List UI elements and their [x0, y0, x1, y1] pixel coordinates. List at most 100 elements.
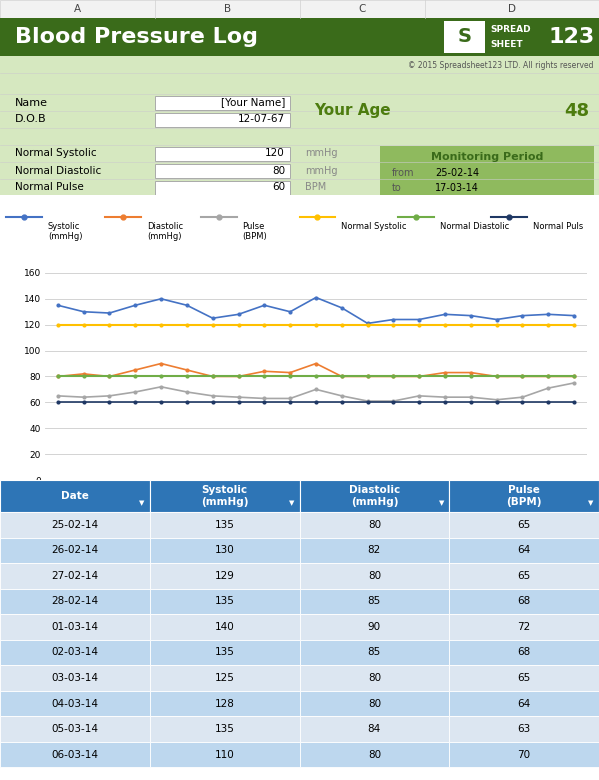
Text: 01-03-14: 01-03-14	[52, 622, 98, 632]
Text: 17-03-14: 17-03-14	[435, 183, 479, 193]
Text: 26-02-14: 26-02-14	[52, 545, 98, 555]
Text: 123: 123	[549, 27, 595, 47]
Bar	[0, 665, 150, 691]
Text: 64: 64	[518, 545, 531, 555]
Text: SPREAD: SPREAD	[491, 26, 531, 34]
Text: Date: Date	[61, 491, 89, 501]
Text: 64: 64	[518, 699, 531, 708]
Bar	[155, 180, 290, 194]
Text: 63: 63	[518, 724, 531, 734]
Text: SHEET: SHEET	[491, 40, 523, 48]
Bar	[300, 665, 449, 691]
Bar	[300, 691, 449, 716]
Text: 135: 135	[214, 519, 235, 530]
Text: 128: 128	[214, 699, 235, 708]
Text: 65: 65	[518, 571, 531, 581]
Bar	[155, 112, 290, 126]
Bar	[0, 614, 150, 640]
Bar	[0, 716, 150, 742]
Text: ▼: ▼	[588, 500, 594, 506]
Bar	[150, 640, 300, 665]
Text: D.O.B: D.O.B	[15, 115, 47, 125]
Text: Normal Systolic: Normal Systolic	[15, 148, 96, 158]
Bar	[0, 640, 150, 665]
Bar	[0, 691, 150, 716]
Text: 80: 80	[272, 165, 285, 176]
Text: 12-07-67: 12-07-67	[238, 115, 285, 125]
Bar	[449, 589, 599, 614]
Text: Normal Systolic: Normal Systolic	[341, 222, 407, 231]
Text: 60: 60	[272, 183, 285, 193]
Text: 85: 85	[368, 647, 381, 658]
Bar	[300, 742, 449, 768]
Text: S: S	[457, 27, 471, 47]
Bar	[300, 716, 449, 742]
Text: 02-03-14: 02-03-14	[52, 647, 98, 658]
Bar	[300, 537, 449, 563]
Text: 04-03-14: 04-03-14	[52, 699, 98, 708]
Text: 80: 80	[368, 673, 381, 683]
Bar	[155, 147, 290, 161]
Text: 72: 72	[518, 622, 531, 632]
Bar	[444, 21, 485, 53]
Text: 06-03-14: 06-03-14	[52, 750, 98, 760]
Bar	[300, 589, 449, 614]
Text: 65: 65	[518, 519, 531, 530]
Bar	[150, 665, 300, 691]
Text: 25-02-14: 25-02-14	[435, 168, 479, 178]
Bar	[150, 512, 300, 537]
Text: 80: 80	[368, 571, 381, 581]
Text: Diastolic
(mmHg): Diastolic (mmHg)	[147, 222, 183, 241]
Bar	[0, 742, 150, 768]
Bar	[155, 164, 290, 178]
Text: ▼: ▼	[139, 500, 144, 506]
Text: D: D	[508, 4, 516, 14]
Bar	[449, 665, 599, 691]
Text: Diastolic
(mmHg): Diastolic (mmHg)	[349, 485, 400, 507]
Bar	[0, 512, 150, 537]
Text: 85: 85	[368, 597, 381, 606]
Bar	[0, 563, 150, 589]
Bar	[150, 691, 300, 716]
Text: Your Age: Your Age	[314, 104, 391, 119]
Text: 80: 80	[368, 519, 381, 530]
Text: 70: 70	[518, 750, 531, 760]
Text: 68: 68	[518, 597, 531, 606]
Text: 130: 130	[215, 545, 234, 555]
Bar	[150, 716, 300, 742]
Bar	[449, 537, 599, 563]
Text: Name: Name	[15, 98, 48, 108]
Text: Pulse
(BPM): Pulse (BPM)	[243, 222, 267, 241]
Text: A: A	[74, 4, 81, 14]
Bar	[449, 563, 599, 589]
Text: mmHg: mmHg	[305, 148, 337, 158]
Bar	[300, 480, 449, 512]
Bar	[449, 742, 599, 768]
Text: mmHg: mmHg	[305, 165, 337, 176]
Text: Normal Puls: Normal Puls	[533, 222, 583, 231]
Text: to: to	[392, 183, 402, 193]
Text: 05-03-14: 05-03-14	[52, 724, 98, 734]
Text: 120: 120	[265, 148, 285, 158]
Bar	[380, 146, 594, 195]
Text: [Your Name]: [Your Name]	[220, 98, 285, 108]
Bar	[150, 742, 300, 768]
Bar	[0, 589, 150, 614]
Text: Normal Diastolic: Normal Diastolic	[15, 165, 101, 176]
Bar	[449, 512, 599, 537]
Text: 135: 135	[214, 647, 235, 658]
Text: 27-02-14: 27-02-14	[52, 571, 98, 581]
Bar	[0, 56, 599, 195]
Text: ▼: ▼	[289, 500, 294, 506]
Bar	[300, 640, 449, 665]
Text: 90: 90	[368, 622, 381, 632]
Text: Blood Pressure Log: Blood Pressure Log	[15, 27, 258, 47]
Bar	[449, 640, 599, 665]
Text: 25-02-14: 25-02-14	[52, 519, 98, 530]
Text: ▼: ▼	[438, 500, 444, 506]
Text: B: B	[224, 4, 231, 14]
Text: C: C	[359, 4, 366, 14]
Text: 03-03-14: 03-03-14	[52, 673, 98, 683]
Bar	[300, 563, 449, 589]
Text: 135: 135	[214, 724, 235, 734]
